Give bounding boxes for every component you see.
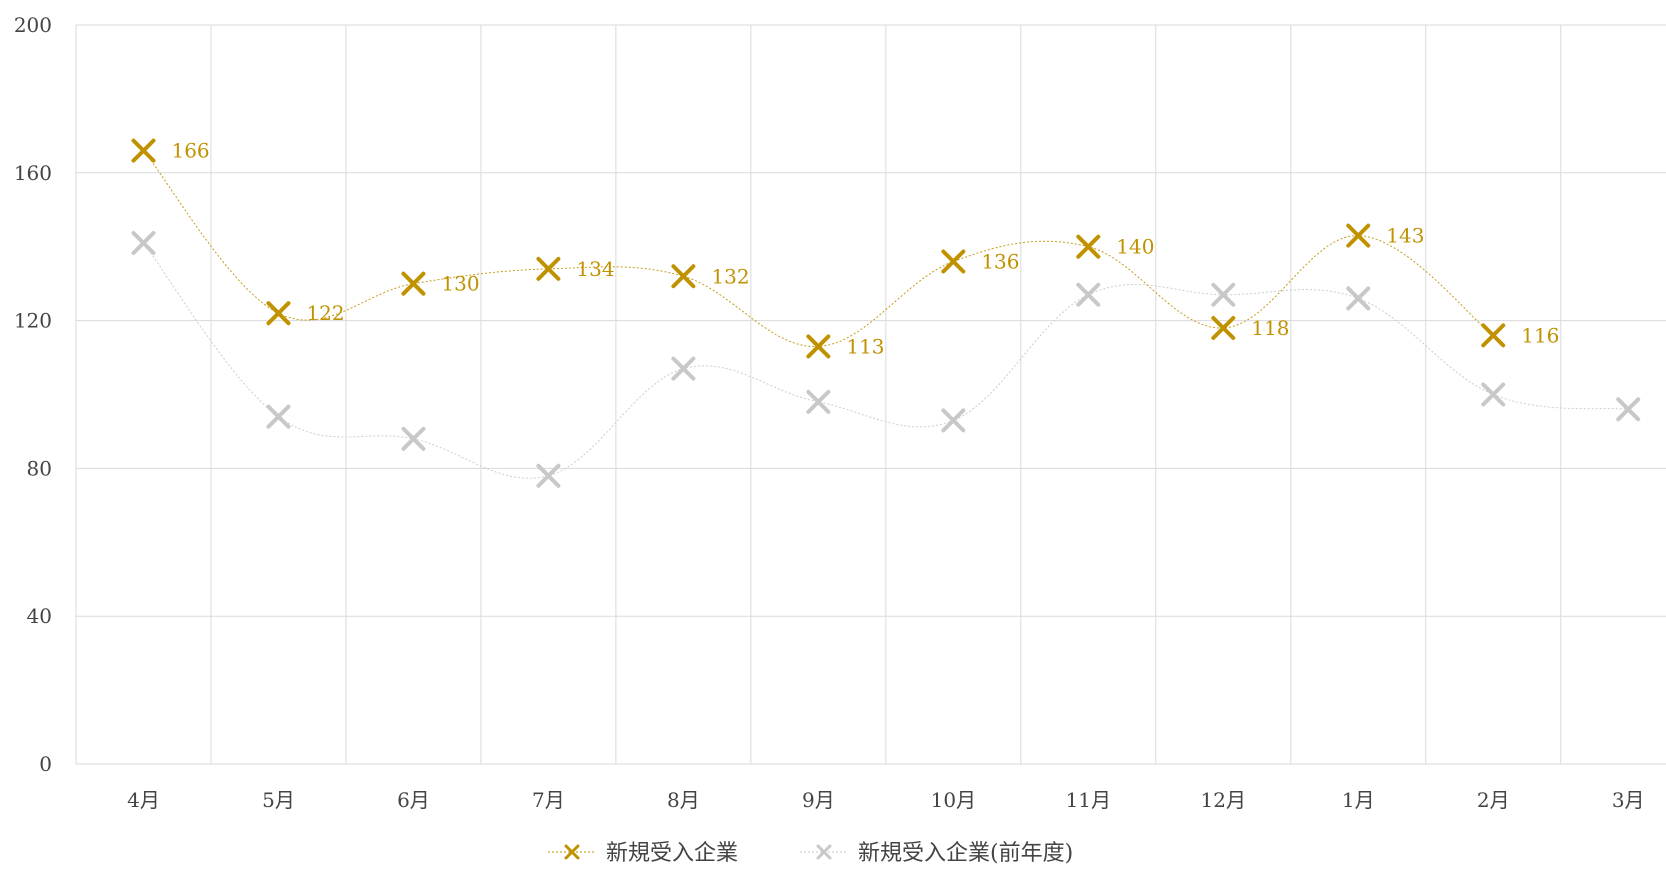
marker-stroke: [1076, 234, 1101, 259]
grid-lines: [75, 24, 1666, 765]
series-2-point: [941, 408, 966, 433]
marker-stroke: [1346, 286, 1371, 311]
y-tick-label: 200: [14, 13, 52, 37]
marker-stroke: [671, 356, 696, 381]
x-tick-label: 8月: [667, 788, 700, 812]
series-2-point: [1616, 397, 1641, 422]
series-1-point: [131, 138, 156, 163]
y-tick-label: 120: [14, 309, 52, 333]
series-1-point: [1346, 223, 1371, 248]
marker-stroke: [941, 408, 966, 433]
series-1-point: [806, 334, 831, 359]
x-tick-label: 4月: [127, 788, 160, 812]
series-1-point: [536, 256, 561, 281]
marker-stroke: [266, 301, 291, 326]
marker-stroke: [564, 844, 580, 860]
axis-labels: 0 40 80 120 160 200 4月 5月 6月 7月 8月 9月 10月 11月 12月 1月 2月 3…: [14, 13, 1645, 812]
series-2-point: [1076, 282, 1101, 307]
x-tick-label: 11月: [1066, 788, 1111, 812]
legend-series-2: 新規受入企業(前年度): [800, 841, 1073, 866]
marker-stroke: [941, 249, 966, 274]
series-markers: [131, 138, 1641, 488]
marker-stroke: [131, 138, 156, 163]
series-2-point: [806, 389, 831, 414]
x-tick-label: 3月: [1612, 788, 1645, 812]
series-lines: [143, 150, 1629, 479]
x-tick-label: 9月: [802, 788, 835, 812]
series-1-line: [143, 150, 1494, 347]
series-1-data-label: 122: [306, 301, 344, 325]
y-tick-label: 40: [27, 604, 52, 628]
series-2-point: [1481, 382, 1506, 407]
series-1-data-label: 132: [711, 264, 749, 288]
x-tick-label: 12月: [1201, 788, 1246, 812]
y-tick-label: 160: [14, 161, 52, 185]
marker-stroke: [806, 389, 831, 414]
marker-stroke: [401, 271, 426, 296]
marker-stroke: [401, 426, 426, 451]
series-1-data-label: 116: [1521, 323, 1559, 347]
series-1-point: [1481, 323, 1506, 348]
x-tick-label: 2月: [1477, 788, 1510, 812]
marker-stroke: [131, 231, 156, 256]
series-1-point: [401, 271, 426, 296]
data-labels: 166 122 130 134 132 113 136 140 118 143 116: [171, 139, 1559, 359]
series-1-point: [1076, 234, 1101, 259]
legend-marker: [564, 844, 580, 860]
marker-stroke: [806, 334, 831, 359]
marker-stroke: [816, 844, 832, 860]
legend-label: 新規受入企業: [606, 841, 738, 866]
series-2-point: [131, 231, 156, 256]
series-1-data-label: 113: [846, 334, 884, 358]
series-1-point: [266, 301, 291, 326]
marker-stroke: [266, 404, 291, 429]
marker-stroke: [1211, 315, 1236, 340]
series-1-data-label: 118: [1251, 316, 1289, 340]
x-tick-label: 5月: [262, 788, 295, 812]
series-1-data-label: 130: [441, 272, 479, 296]
marker-stroke: [671, 264, 696, 289]
series-2-point: [401, 426, 426, 451]
series-2-point: [266, 404, 291, 429]
x-tick-label: 6月: [397, 788, 430, 812]
marker-stroke: [1616, 397, 1641, 422]
series-1-point: [1211, 315, 1236, 340]
legend-label: 新規受入企業(前年度): [858, 841, 1073, 866]
marker-stroke: [1211, 282, 1236, 307]
marker-stroke: [536, 256, 561, 281]
series-1-data-label: 166: [171, 139, 209, 163]
series-2-point: [1346, 286, 1371, 311]
marker-stroke: [1076, 282, 1101, 307]
series-1-point: [671, 264, 696, 289]
x-tick-label: 10月: [931, 788, 976, 812]
series-1-point: [941, 249, 966, 274]
marker-stroke: [536, 463, 561, 488]
legend-marker: [816, 844, 832, 860]
marker-stroke: [1346, 223, 1371, 248]
x-tick-label: 7月: [532, 788, 565, 812]
legend-series-1: 新規受入企業: [548, 841, 738, 866]
series-1-data-label: 136: [981, 249, 1019, 273]
series-1-data-label: 134: [576, 257, 614, 281]
marker-stroke: [1481, 323, 1506, 348]
series-2-point: [671, 356, 696, 381]
marker-stroke: [1481, 382, 1506, 407]
series-2-point: [1211, 282, 1236, 307]
y-tick-label: 80: [27, 456, 52, 480]
series-2-point: [536, 463, 561, 488]
series-2-line: [143, 242, 1629, 479]
series-1-data-label: 143: [1386, 224, 1424, 248]
x-tick-label: 1月: [1342, 788, 1375, 812]
series-1-data-label: 140: [1116, 235, 1154, 259]
y-tick-label: 0: [39, 752, 52, 776]
legend: 新規受入企業 新規受入企業(前年度): [548, 841, 1073, 866]
